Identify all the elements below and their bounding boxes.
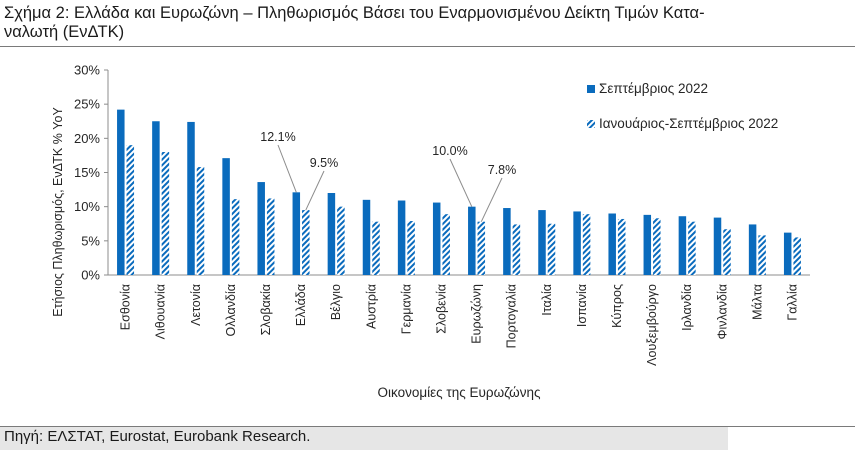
y-axis-title: Ετήσιος Πληθωρισμός, ΕνΔΤΚ % YoY [51,107,65,317]
bar-sep-2022 [257,182,265,275]
bar-sep-2022 [713,217,722,275]
source-note: Πηγή: ΕΛΣΤΑΤ, Eurostat, Eurobank Researc… [4,428,311,445]
bar-jan-sep-2022 [582,214,591,275]
bar-jan-sep-2022 [337,206,345,275]
chart-title-line-2: ναλωτή (ΕνΔΤΚ) [4,23,125,41]
legend-swatch-solid [587,85,595,93]
legend: Σεπτέμβριος 2022 Ιανουάριος-Σεπτέμβριος … [587,81,778,131]
x-tick-label: Φινλανδία [715,284,729,340]
x-tick-label: Εσθονία [119,284,133,330]
x-tick-label: Ευρωζώνη [470,284,484,344]
bar-jan-sep-2022 [547,223,556,275]
bar-sep-2022 [538,210,546,275]
legend-label-series-2: Ιανουάριος-Σεπτέμβριος 2022 [599,116,778,131]
x-tick-label: Ισπανία [575,284,589,327]
y-tick-label: 15% [74,165,100,180]
y-tick-label: 20% [74,131,100,146]
annotation-label: 12.1% [260,130,295,144]
legend-label-series-1: Σεπτέμβριος 2022 [599,81,708,96]
x-tick-label: Βέλγιο [329,284,343,320]
bar-sep-2022 [503,208,511,275]
x-tick-label: Ιταλία [540,284,554,316]
x-tick-label: Σλοβενία [434,284,448,334]
bar-jan-sep-2022 [723,229,731,275]
title-divider [0,46,855,47]
bars [117,109,801,275]
annotation-label: 9.5% [310,156,339,170]
bar-sep-2022 [748,224,757,275]
y-tick-label: 5% [81,233,100,248]
bar-sep-2022 [152,121,160,275]
x-tick-label: Ολλανδία [224,284,238,336]
annotation-leader [305,170,325,211]
x-tick-label: Λιθουανία [154,284,168,339]
annotation-label: 7.8% [488,163,517,177]
bar-jan-sep-2022 [372,221,380,275]
bar-jan-sep-2022 [758,235,766,275]
chart-title-line-1: Σχήμα 2: Ελλάδα και Ευρωζώνη – Πληθωρισμ… [4,4,705,22]
annotation-label: 10.0% [432,144,467,158]
legend-swatch-hatched [587,120,595,128]
bar-jan-sep-2022 [231,199,240,275]
bar-jan-sep-2022 [196,167,205,275]
y-tick-label: 30% [74,63,100,78]
y-tick-label: 0% [81,268,100,283]
bar-sep-2022 [573,211,581,275]
y-tick-label: 10% [74,199,100,214]
bar-sep-2022 [468,206,476,275]
bar-sep-2022 [678,216,687,275]
x-axis-title: Οικονομίες της Ευρωζώνης [378,385,541,400]
bar-sep-2022 [643,214,652,275]
source-band [0,427,728,450]
bar-jan-sep-2022 [302,210,310,275]
x-tick-label: Κύπρος [610,284,624,328]
x-tick-label: Λετονία [189,284,203,326]
footer-divider [0,426,855,427]
annotation-leader [480,177,503,222]
bar-sep-2022 [222,158,230,275]
x-tick-label: Γερμανία [399,284,413,334]
bar-jan-sep-2022 [407,221,415,275]
x-tick-label: Αυστρία [364,284,378,329]
bar-sep-2022 [432,202,441,275]
bar-sep-2022 [608,213,616,275]
bar-sep-2022 [117,109,125,275]
bar-jan-sep-2022 [266,198,275,275]
annotation-leader [277,144,297,193]
x-tick-labels: Εσθονία Λιθουανία Λετονία Ολλανδία Σλοβακία Ε… [119,284,800,366]
x-tick-label: Ιρλανδία [680,284,694,331]
x-tick-label: Πορτογαλία [505,284,519,348]
x-tick-label: Γαλλία [785,284,799,321]
bar-sep-2022 [327,193,336,275]
x-tick-label: Μάλτα [750,284,764,320]
x-tick-label: Σλοβακία [259,284,273,335]
bar-sep-2022 [783,232,792,275]
bar-jan-sep-2022 [477,221,486,275]
bar-sep-2022 [362,199,371,275]
annotations: 12.1% 9.5% 10.0% 7.8% [260,130,516,222]
x-tick-label: Ελλάδα [294,284,308,326]
bar-jan-sep-2022 [617,218,626,275]
bar-jan-sep-2022 [793,237,801,275]
y-tick-label: 25% [74,97,100,112]
chart-panel: 0% 5% 10% 15% 20% 25% 30% Εσθονία Λιθουανία Λετο… [46,48,832,426]
chart-title: Σχήμα 2: Ελλάδα και Ευρωζώνη – Πληθωρισμ… [4,4,850,42]
bar-jan-sep-2022 [653,218,661,275]
bar-jan-sep-2022 [688,221,696,275]
bar-sep-2022 [397,200,406,275]
bar-sep-2022 [292,192,301,275]
bar-sep-2022 [187,121,195,275]
bar-jan-sep-2022 [512,224,521,275]
bar-jan-sep-2022 [161,152,170,275]
x-tick-label: Λουξεμβούργο [645,284,659,366]
bar-chart: 0% 5% 10% 15% 20% 25% 30% Εσθονία Λιθουανία Λετο… [51,63,810,400]
bar-jan-sep-2022 [126,145,135,275]
bar-jan-sep-2022 [442,214,450,275]
annotation-leader [449,158,473,207]
